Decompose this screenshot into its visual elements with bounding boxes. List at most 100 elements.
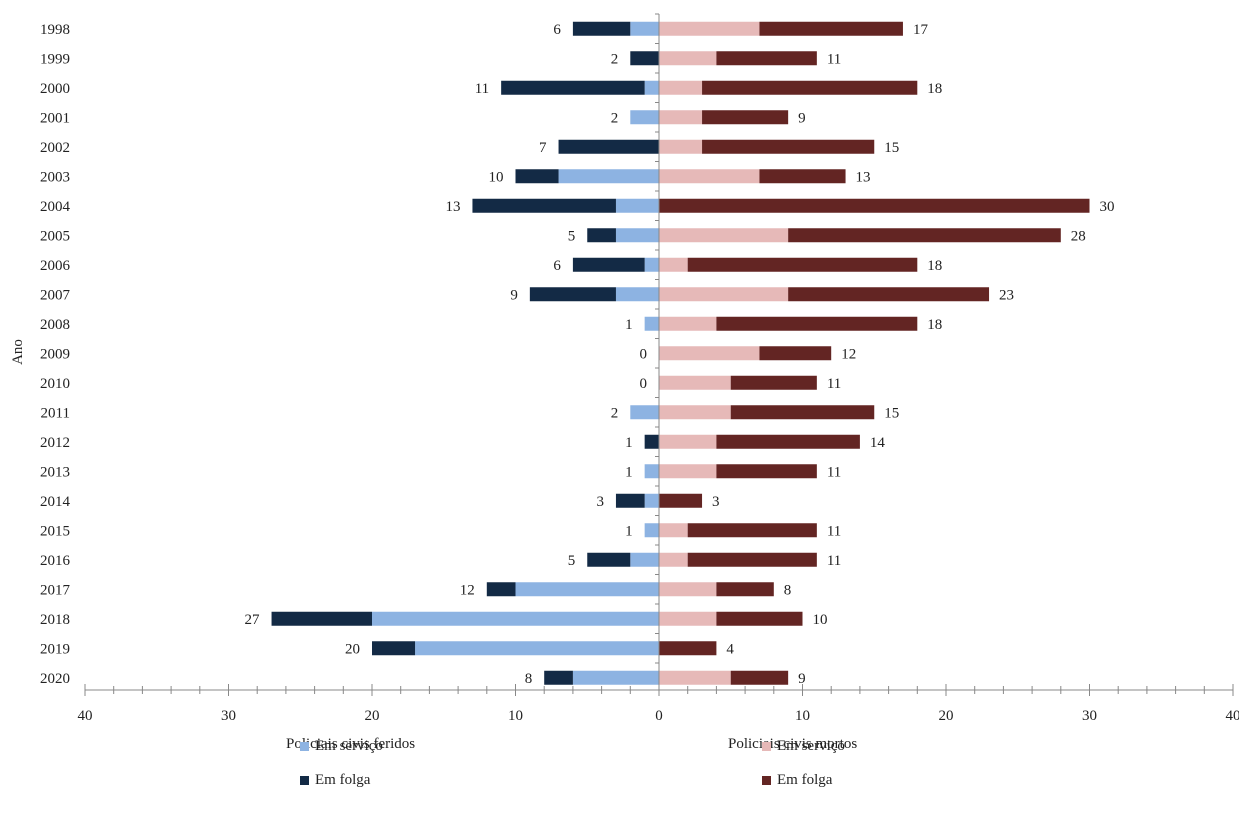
bar-right-servico-1999 (659, 51, 717, 66)
bar-right-folga-2007 (788, 287, 990, 302)
total-label-right-2006: 18 (927, 258, 942, 274)
bar-left-folga-2003 (515, 169, 559, 184)
category-label-2009: 2009 (40, 346, 70, 362)
bar-left-servico-2006 (644, 257, 659, 272)
bar-right-servico-2001 (659, 110, 703, 125)
bar-right-folga-2012 (716, 434, 860, 449)
x-tick-label-0: 0 (655, 708, 663, 724)
total-label-right-2002: 15 (884, 140, 899, 156)
bar-left-folga-2019 (372, 641, 416, 656)
total-label-left-2014: 3 (596, 494, 604, 510)
total-label-left-1999: 2 (611, 51, 619, 67)
bar-right-servico-2006 (659, 257, 688, 272)
bar-left-folga-2018 (271, 611, 372, 626)
bar-right-servico-2012 (659, 434, 717, 449)
bar-left-servico-2013 (644, 464, 659, 479)
bar-right-folga-2018 (716, 611, 803, 626)
legend-label-left-servico: Em serviço (315, 738, 383, 754)
total-label-right-2011: 15 (884, 405, 899, 421)
total-label-left-2009: 0 (640, 346, 648, 362)
bar-left-servico-2008 (644, 316, 659, 331)
bar-right-servico-2020 (659, 670, 731, 685)
bar-left-folga-2000 (501, 80, 645, 95)
legend-swatch-right-folga (762, 776, 771, 785)
category-label-2018: 2018 (40, 612, 70, 628)
bar-left-servico-2018 (372, 611, 659, 626)
x-tick-label-30: 30 (1082, 708, 1097, 724)
bar-right-folga-2015 (687, 523, 817, 538)
bar-left-folga-2002 (558, 139, 659, 154)
legend-label-right-folga: Em folga (777, 772, 833, 788)
right-panel-label: Policiais civis mortos (728, 736, 858, 752)
total-label-right-2019: 4 (726, 641, 734, 657)
total-label-right-2017: 8 (784, 582, 792, 598)
bar-right-folga-2003 (759, 169, 846, 184)
total-label-right-2004: 30 (1100, 199, 1115, 215)
bar-right-servico-1998 (659, 21, 760, 36)
bar-left-servico-2001 (630, 110, 659, 125)
total-label-right-2014: 3 (712, 494, 720, 510)
total-label-right-2008: 18 (927, 317, 942, 333)
category-label-2004: 2004 (40, 199, 71, 215)
bar-left-folga-2020 (544, 670, 573, 685)
bar-left-servico-2016 (630, 552, 659, 567)
bar-right-servico-2007 (659, 287, 789, 302)
total-label-right-2010: 11 (827, 376, 841, 392)
total-label-left-2006: 6 (553, 258, 561, 274)
bar-right-servico-2003 (659, 169, 760, 184)
bar-left-folga-2005 (587, 228, 616, 243)
total-label-left-2000: 11 (475, 81, 489, 97)
bar-left-folga-2007 (529, 287, 616, 302)
legend-right-servico-item: Em serviço (762, 738, 845, 755)
x-tick-label--40: 40 (78, 708, 93, 724)
category-label-2017: 2017 (40, 582, 71, 598)
total-label-right-2016: 11 (827, 553, 841, 569)
total-label-left-2016: 5 (568, 553, 576, 569)
bar-right-folga-2002 (702, 139, 875, 154)
total-label-left-2010: 0 (640, 376, 648, 392)
total-label-right-2001: 9 (798, 110, 806, 126)
x-tick-label--10: 10 (508, 708, 523, 724)
bar-left-folga-2004 (472, 198, 616, 213)
total-label-right-2018: 10 (813, 612, 828, 628)
bar-left-servico-2011 (630, 405, 659, 420)
bar-left-servico-2004 (615, 198, 659, 213)
bar-left-servico-2019 (415, 641, 659, 656)
x-tick-label--30: 30 (221, 708, 236, 724)
bar-right-servico-2000 (659, 80, 703, 95)
legend-swatch-left-servico (300, 742, 309, 751)
total-label-left-2015: 1 (625, 523, 633, 539)
bar-right-folga-2020 (730, 670, 789, 685)
x-tick-label-20: 20 (939, 708, 954, 724)
bar-left-folga-2014 (615, 493, 645, 508)
bar-right-folga-2008 (716, 316, 918, 331)
total-label-right-2005: 28 (1071, 228, 1086, 244)
bar-left-servico-2015 (644, 523, 659, 538)
total-label-left-1998: 6 (553, 22, 561, 38)
bar-right-folga-2006 (687, 257, 918, 272)
category-label-2002: 2002 (40, 140, 70, 156)
category-label-2020: 2020 (40, 671, 70, 687)
legend-label-right-servico: Em serviço (777, 738, 845, 754)
bar-right-folga-2001 (702, 110, 789, 125)
bar-right-folga-2016 (687, 552, 817, 567)
bar-right-folga-2005 (788, 228, 1061, 243)
category-label-2005: 2005 (40, 228, 70, 244)
category-label-2015: 2015 (40, 523, 70, 539)
bar-left-folga-2017 (486, 582, 516, 597)
legend-label-left-folga: Em folga (315, 772, 371, 788)
category-label-2000: 2000 (40, 81, 70, 97)
total-label-left-2011: 2 (611, 405, 619, 421)
bar-left-servico-2014 (644, 493, 659, 508)
x-tick-label--20: 20 (365, 708, 380, 724)
bar-right-folga-2019 (659, 641, 717, 656)
bar-left-folga-2012 (644, 434, 659, 449)
bar-right-folga-2017 (716, 582, 774, 597)
legend-left-servico-item: Em serviço (300, 738, 383, 755)
total-label-left-2005: 5 (568, 228, 576, 244)
total-label-right-2012: 14 (870, 435, 886, 451)
total-label-right-2000: 18 (927, 81, 942, 97)
bar-right-folga-1998 (759, 21, 903, 36)
bar-right-folga-2000 (702, 80, 918, 95)
